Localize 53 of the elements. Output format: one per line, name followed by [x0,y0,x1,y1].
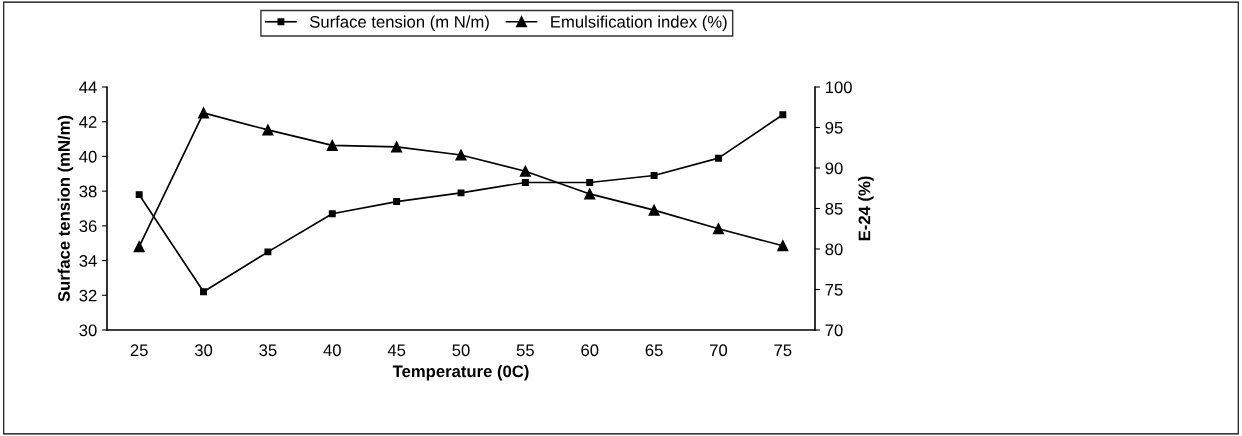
legend-label: Surface tension (m N/m) [310,15,489,32]
y-tick-label: 32 [79,289,97,302]
y2-tick-label: 70 [825,324,843,337]
point [455,149,467,161]
x-tick-label: 60 [581,344,599,357]
y-tick-label: 44 [79,81,97,94]
x-tick-label: 35 [259,344,277,357]
y-tick-label: 30 [79,324,97,337]
x-axis-title: Temperature (0C) [392,364,529,381]
point [521,178,529,186]
y2-tick-label: 95 [825,121,843,134]
x-tick-label: 25 [130,344,148,357]
x-tick-label: 55 [516,344,534,357]
y-tick-label: 34 [79,254,97,267]
point [264,248,272,256]
y2-tick-label: 100 [825,81,852,94]
y-axis-title: Surface tension (mN/m) [57,115,74,302]
point [328,210,336,218]
legend-label: Emulsification index (%) [551,15,727,32]
point [777,240,789,252]
point [391,141,403,153]
y2-tick-label: 75 [825,284,843,296]
point [584,188,596,200]
x-tick-label: 45 [387,344,406,357]
x-tick-label: 65 [645,344,663,357]
y2-tick-label: 80 [825,243,843,256]
point [650,172,658,179]
y-tick-label: 38 [79,185,97,198]
x-tick-label: 75 [774,344,792,357]
x-tick-label: 70 [710,344,728,357]
point [714,154,722,162]
x-tick-label: 30 [194,344,213,357]
point [326,139,338,151]
x-tick-label: 50 [452,344,470,357]
point [779,111,787,119]
point [519,165,531,177]
point [457,189,465,197]
y-tick-label: 40 [79,150,97,163]
point [135,191,143,199]
point [133,241,145,253]
y2-tick-label: 90 [825,162,843,175]
point [393,198,401,206]
y2-tick-label: 85 [825,202,843,215]
point [586,178,594,186]
y-tick-label: 42 [79,116,97,128]
y2-axis-title: E-24 (%) [858,176,874,241]
point [712,223,725,235]
y-tick-label: 36 [79,220,97,233]
x-tick-label: 40 [323,344,341,357]
point [200,288,208,296]
point [197,107,210,119]
point [262,124,274,136]
point [648,204,660,216]
